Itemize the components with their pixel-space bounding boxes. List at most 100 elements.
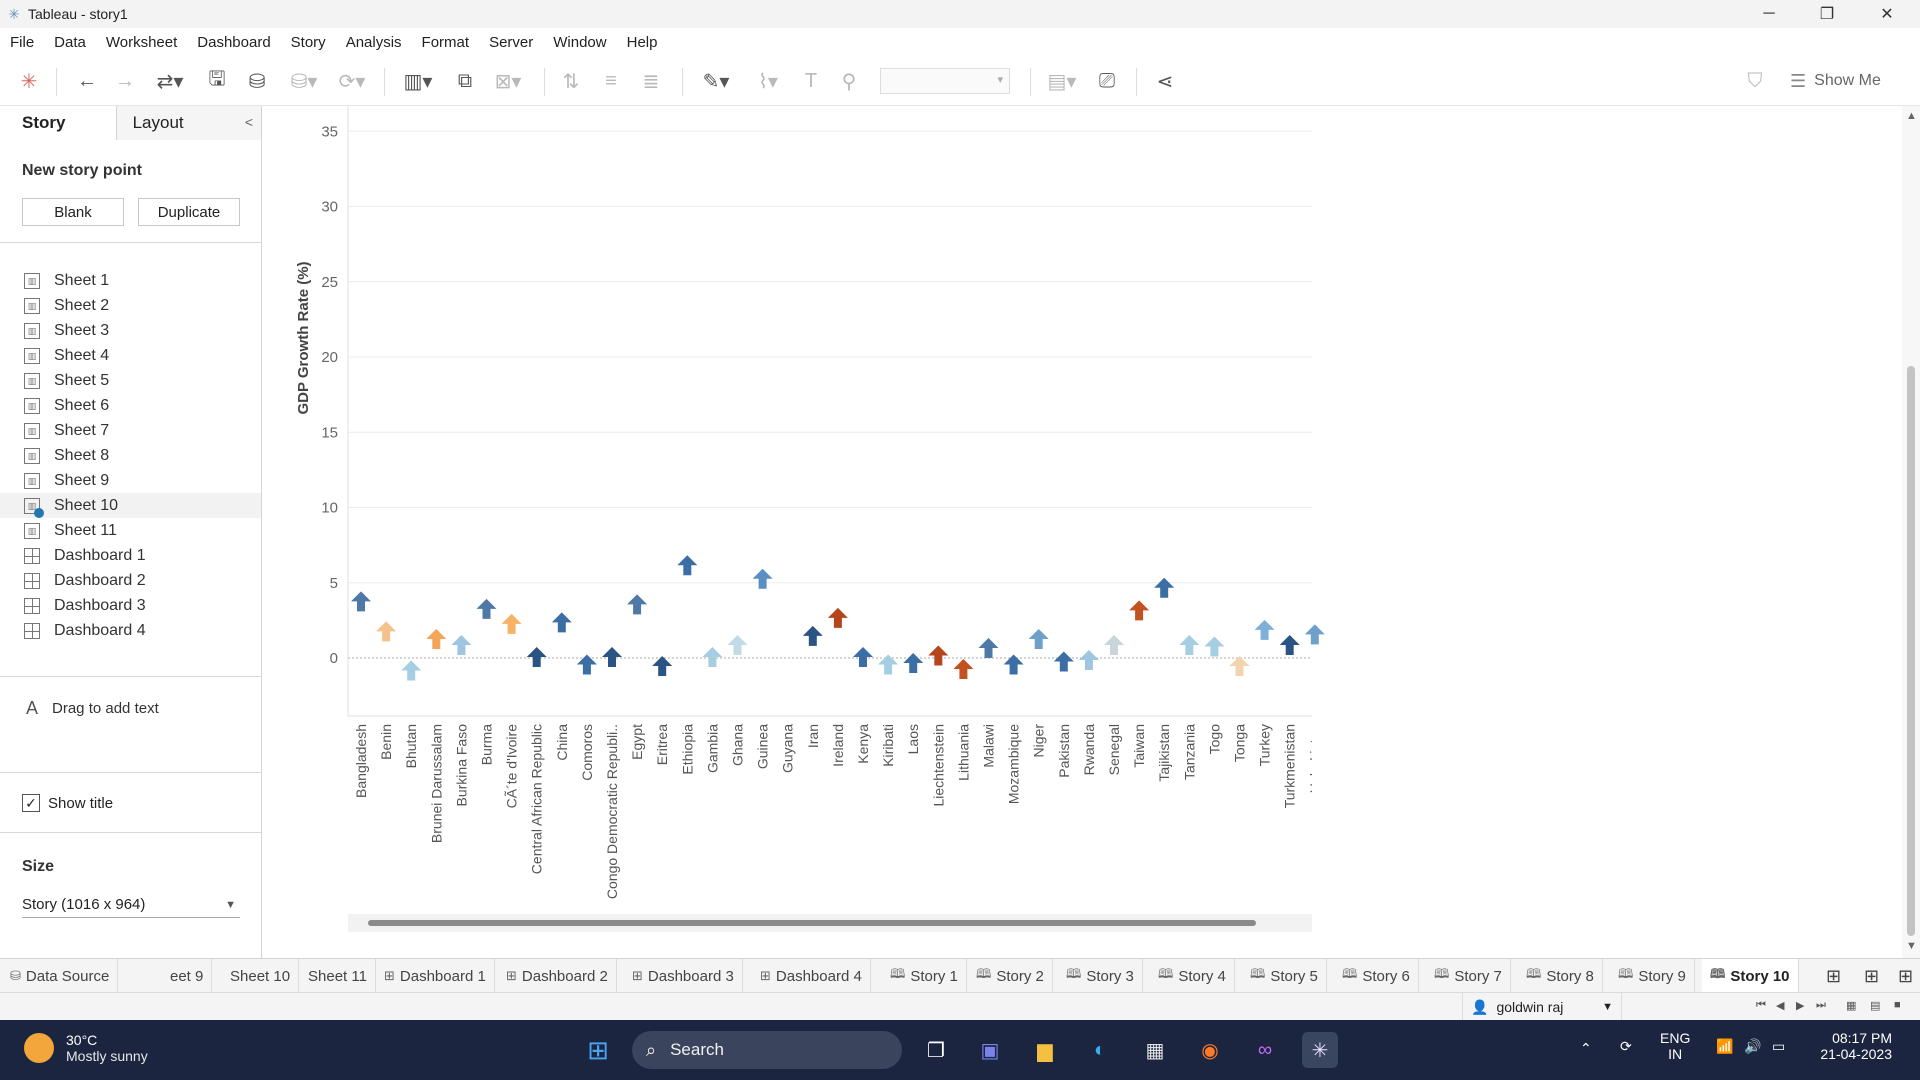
group-icon[interactable]: ⌇▾ <box>758 70 778 93</box>
menu-dashboard[interactable]: Dashboard <box>197 33 271 51</box>
data-point-arrow[interactable] <box>702 647 723 667</box>
data-point-arrow[interactable] <box>652 656 673 677</box>
data-point-arrow[interactable] <box>602 647 622 667</box>
user-menu[interactable]: 👤 goldwin raj ▼ <box>1462 993 1622 1021</box>
highlight-icon[interactable]: ✎▾ <box>702 70 730 93</box>
wifi-icon[interactable]: 📶 <box>1716 1038 1734 1054</box>
fit-dropdown[interactable] <box>880 68 1010 94</box>
data-point-arrow[interactable] <box>1279 634 1300 655</box>
sort-descending-icon[interactable]: ≣ <box>642 70 660 93</box>
data-point-arrow[interactable] <box>953 659 974 680</box>
data-point-arrow[interactable] <box>1003 654 1024 675</box>
windows-start-icon[interactable]: ⊞ <box>587 1034 609 1065</box>
fit-icon[interactable]: ▤▾ <box>1047 70 1077 93</box>
sheet-list-item[interactable]: ▥ Sheet 3 <box>0 318 261 343</box>
data-point-arrow[interactable] <box>1028 628 1049 649</box>
sheet-list-item[interactable]: ▥ Sheet 10 <box>0 493 261 518</box>
sheet-list-item[interactable]: ▥ Sheet 7 <box>0 418 261 443</box>
data-point-arrow[interactable] <box>576 654 597 675</box>
sheet-list-item[interactable]: ▥ Sheet 2 <box>0 293 261 318</box>
data-point-arrow[interactable] <box>526 647 547 667</box>
data-point-arrow[interactable] <box>1129 600 1150 621</box>
data-point-arrow[interactable] <box>426 628 447 649</box>
menu-help[interactable]: Help <box>626 33 658 51</box>
volume-icon[interactable]: 🔊 <box>1744 1038 1762 1054</box>
taskbar-search[interactable]: ⌕ Search <box>632 1031 902 1069</box>
sheet-list-item[interactable]: ▥ Sheet 4 <box>0 343 261 368</box>
firefox-icon[interactable]: ◉ <box>1201 1039 1219 1062</box>
sheet-list-item[interactable]: ▥ Sheet 11 <box>0 518 261 543</box>
pin-icon[interactable]: ⚲ <box>841 70 857 93</box>
clear-sheet-icon[interactable]: ⊠▾ <box>494 70 522 93</box>
data-point-arrow[interactable] <box>878 654 899 675</box>
data-point-arrow[interactable] <box>551 612 572 633</box>
data-point-arrow[interactable] <box>1179 634 1200 655</box>
collapse-pane-icon[interactable]: < <box>244 114 253 130</box>
undo-icon[interactable]: ← <box>77 69 97 92</box>
sheet-tab[interactable]: ⛁ Data Source <box>2 959 119 993</box>
sheet-tab[interactable]: 🕮 Story 2 <box>968 959 1053 993</box>
prev-sheet-icon[interactable]: ◀ <box>1776 1000 1785 1012</box>
scroll-up-icon[interactable]: ▲ <box>1906 110 1917 122</box>
sheet-tab[interactable]: 🕮 Story 3 <box>1058 959 1143 993</box>
data-point-arrow[interactable] <box>752 568 773 589</box>
data-point-arrow[interactable] <box>978 637 999 658</box>
data-point-arrow[interactable] <box>501 613 522 634</box>
duplicate-button[interactable]: Duplicate <box>138 198 240 226</box>
data-point-arrow[interactable] <box>451 634 472 655</box>
data-point-arrow[interactable] <box>1204 636 1225 657</box>
sheet-tab[interactable]: 🕮 Story 1 <box>882 959 967 993</box>
swap-icon[interactable]: ⇅ <box>562 70 580 93</box>
weather-widget[interactable]: 30°C Mostly sunny <box>24 1032 148 1064</box>
next-sheet-icon[interactable]: ▶ <box>1796 1000 1805 1012</box>
first-sheet-icon[interactable]: ⏮ <box>1756 999 1766 1011</box>
menu-file[interactable]: File <box>10 33 35 51</box>
sheet-list-item[interactable]: ▥ Sheet 5 <box>0 368 261 393</box>
duplicate-sheet-icon[interactable]: ⧉ <box>457 69 473 92</box>
drag-to-add-text[interactable]: A Drag to add text <box>26 698 159 719</box>
show-title-checkbox[interactable]: ✓ Show title <box>22 794 113 812</box>
scroll-thumb[interactable] <box>1907 366 1915 936</box>
sheet-tab[interactable]: Sheet 10 <box>222 959 300 993</box>
data-point-arrow[interactable] <box>853 647 873 667</box>
menu-data[interactable]: Data <box>54 33 86 51</box>
labels-icon[interactable]: T <box>804 69 818 92</box>
sheet-list-item[interactable]: Dashboard 2 <box>0 568 261 593</box>
data-point-arrow[interactable] <box>376 621 397 642</box>
data-point-arrow[interactable] <box>1229 656 1250 677</box>
sheet-tab[interactable]: eet 9 <box>162 959 213 993</box>
data-point-arrow[interactable] <box>827 607 848 628</box>
menu-server[interactable]: Server <box>489 33 534 51</box>
sheet-tab[interactable]: 🕮 Story 9 <box>1610 959 1695 993</box>
menu-worksheet[interactable]: Worksheet <box>105 33 178 51</box>
data-point-arrow[interactable] <box>802 625 823 646</box>
data-point-arrow[interactable] <box>903 653 924 674</box>
sort-ascending-icon[interactable]: ≡ <box>605 69 617 92</box>
sheet-list-item[interactable]: Dashboard 3 <box>0 593 261 618</box>
language-indicator[interactable]: ENG IN <box>1660 1030 1690 1062</box>
save-icon[interactable]: 🖫 <box>208 68 226 90</box>
tabs-view-icon[interactable]: ■ <box>1894 999 1901 1011</box>
task-view-icon[interactable]: ❐ <box>927 1039 945 1062</box>
tableau-home-icon[interactable]: ✳ <box>20 70 38 93</box>
data-point-arrow[interactable] <box>1254 619 1275 640</box>
sheet-tab[interactable]: 🕮 Story 4 <box>1150 959 1235 993</box>
sheet-list-item[interactable]: ▥ Sheet 9 <box>0 468 261 493</box>
app-icon[interactable]: ∞ <box>1257 1038 1273 1061</box>
new-worksheet-tab-icon[interactable]: ⊞ <box>1864 965 1880 986</box>
new-dashboard-tab-icon[interactable]: ⊞ <box>1826 965 1842 986</box>
format-painter-icon[interactable]: ⛉ <box>1747 69 1763 92</box>
sorter-view-icon[interactable]: ▦ <box>1846 1000 1857 1012</box>
last-sheet-icon[interactable]: ⏭ <box>1816 999 1826 1011</box>
refresh-icon[interactable]: ⟳▾ <box>338 70 366 93</box>
data-point-arrow[interactable] <box>401 660 422 681</box>
sheet-tab[interactable]: 🕮 Story 7 <box>1426 959 1511 993</box>
menu-window[interactable]: Window <box>553 33 607 51</box>
sheet-list-item[interactable]: ▥ Sheet 6 <box>0 393 261 418</box>
sheet-tab[interactable]: Sheet 11 <box>300 959 376 993</box>
redo-icon[interactable]: → <box>115 69 135 92</box>
chat-icon[interactable]: ▣ <box>980 1039 1000 1062</box>
data-point-arrow[interactable] <box>727 634 748 655</box>
show-hidden-icons[interactable]: ⌃ <box>1580 1040 1592 1056</box>
new-data-source-icon[interactable]: ⛁ <box>248 70 266 93</box>
